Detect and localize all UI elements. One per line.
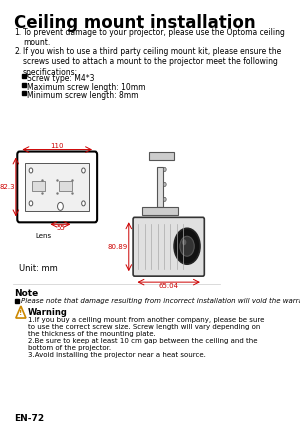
Text: Lens: Lens [35, 233, 51, 239]
Circle shape [29, 168, 33, 173]
Circle shape [163, 167, 166, 171]
Text: If you wish to use a third party ceiling mount kit, please ensure the
screws use: If you wish to use a third party ceiling… [23, 47, 281, 76]
Text: 55: 55 [56, 225, 65, 231]
Text: 1.If you buy a ceiling mount from another company, please be sure
to use the cor: 1.If you buy a ceiling mount from anothe… [28, 317, 264, 358]
Text: Maximum screw length: 10mm: Maximum screw length: 10mm [27, 83, 145, 92]
Text: Minimum screw length: 8mm: Minimum screw length: 8mm [27, 91, 138, 100]
Text: 82.3: 82.3 [0, 184, 15, 190]
FancyBboxPatch shape [17, 152, 97, 222]
Bar [142, 207, 178, 215]
Circle shape [180, 236, 194, 256]
Circle shape [182, 239, 186, 245]
FancyBboxPatch shape [133, 217, 204, 276]
Text: 1.: 1. [14, 28, 22, 37]
Bar [59, 181, 72, 191]
Text: To prevent damage to your projector, please use the Optoma ceiling
mount.: To prevent damage to your projector, ple… [23, 28, 285, 47]
Text: !: ! [19, 310, 22, 316]
Bar [157, 167, 163, 207]
Bar [149, 152, 174, 159]
Text: 110: 110 [50, 142, 64, 149]
Bar [32, 181, 45, 191]
Text: Warning: Warning [28, 308, 68, 317]
Text: 80.89: 80.89 [108, 244, 128, 250]
Circle shape [82, 168, 85, 173]
Circle shape [29, 201, 33, 206]
Bar [25, 162, 89, 211]
Text: Unit: mm: Unit: mm [20, 264, 58, 273]
Text: Ceiling mount installation: Ceiling mount installation [14, 14, 256, 32]
Text: 2.: 2. [14, 47, 22, 56]
Circle shape [58, 202, 63, 210]
Circle shape [174, 228, 200, 264]
Text: EN-72: EN-72 [14, 414, 44, 423]
Circle shape [163, 197, 166, 201]
Text: Note: Note [14, 289, 39, 298]
Text: 65.04: 65.04 [159, 283, 179, 289]
Circle shape [163, 182, 166, 187]
Circle shape [82, 201, 85, 206]
Text: Screw type: M4*3: Screw type: M4*3 [27, 74, 94, 83]
Text: Please note that damage resulting from incorrect installation will void the warr: Please note that damage resulting from i… [21, 298, 300, 304]
